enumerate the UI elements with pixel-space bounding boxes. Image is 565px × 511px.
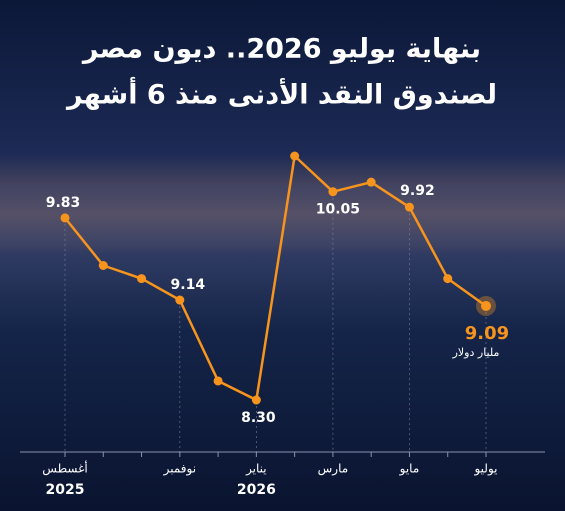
value-label: 9.83: [46, 195, 81, 211]
marker: [443, 274, 453, 284]
value-label: 8.30: [241, 410, 276, 426]
unit-label: مليار دولار: [452, 346, 500, 359]
marker: [328, 187, 338, 197]
year-label: 2026: [237, 482, 276, 498]
marker: [404, 202, 414, 212]
value-label: 9.92: [400, 183, 435, 199]
marker: [290, 151, 300, 161]
year-label: 2025: [46, 482, 85, 498]
data-line: [64, 154, 487, 402]
title-line: بنهاية يوليو 2026.. ديون مصر: [81, 34, 481, 65]
x-tick-label: مايو: [399, 462, 420, 477]
marker: [213, 376, 223, 386]
marker: [137, 274, 147, 284]
x-tick-label: يناير: [245, 462, 267, 477]
marker: [481, 300, 491, 311]
marker: [98, 261, 108, 271]
marker: [251, 395, 261, 405]
marker: [175, 295, 185, 305]
marker: [60, 213, 70, 223]
x-tick-label: يوليو: [473, 462, 497, 477]
marker: [366, 177, 376, 187]
x-tick-label: نوفمبر: [163, 462, 196, 477]
value-label: 9.09: [465, 323, 509, 344]
title-line: لصندوق النقد الأدنى منذ 6 أشهر: [65, 77, 497, 111]
x-tick-label: أغسطس: [42, 461, 87, 477]
value-label: 10.05: [316, 202, 360, 218]
value-label: 9.14: [171, 277, 206, 293]
x-tick-label: مارس: [318, 462, 349, 477]
